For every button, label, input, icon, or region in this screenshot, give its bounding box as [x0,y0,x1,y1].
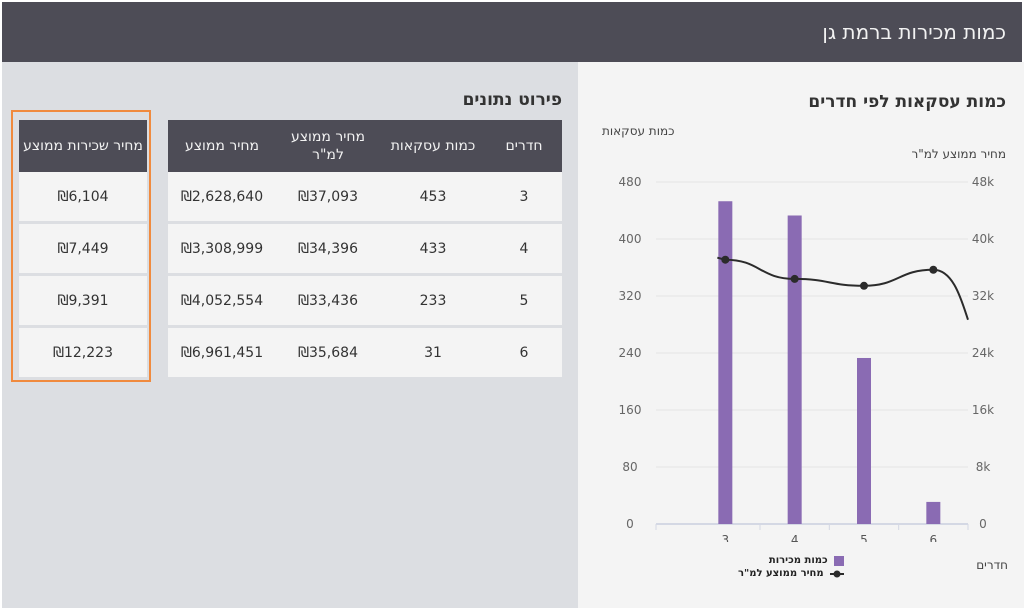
y-tick-label: 0 [626,517,634,531]
y-tick-label: 400 [619,232,642,246]
cell-avg-price: ₪3,308,999 [168,224,276,276]
data-table: חדרים כמות עסקאות מחיר ממוצע למ"ר מחיר מ… [168,120,562,380]
bar [926,501,941,524]
y2-tick-label: 16k [972,403,994,417]
chart-svg: 0 0 80 8k 160 16k 240 24k 320 32k 400 40k 480 48k 3 4 5 6 [619,175,995,542]
chart-legend: כמות מכירות מחיר ממוצע למ"ר [738,554,844,580]
line-point [790,274,799,283]
y-tick-label: 240 [619,346,642,360]
column-header-avg-rent: מחיר שכירות ממוצע [19,120,147,172]
y2-axis-title: מחיר ממוצע למ"ר [911,147,1006,161]
chart-panel: כמות עסקאות לפי חדרים כמות עסקאות מחיר מ… [578,62,1024,608]
y2-tick-label: 48k [972,175,994,189]
line-point [721,255,730,264]
bar [787,215,802,525]
cell-price-per-sqm: ₪33,436 [276,276,380,328]
y2-tick-label: 40k [972,232,994,246]
cell-price-per-sqm: ₪34,396 [276,224,380,276]
rent-column-highlight: מחיר שכירות ממוצע ₪6,104 ₪7,449 ₪9,391 ₪12,… [11,110,151,382]
column-header-rooms: חדרים [486,120,562,172]
page-title: כמות מכירות ברמת גן [822,20,1006,44]
column-header-deals: כמות עסקאות [380,120,486,172]
table-section-title: פירוט נתונים [462,90,562,110]
cell-avg-price: ₪6,961,451 [168,328,276,380]
legend-label-line: מחיר ממוצע למ"ר [738,568,824,579]
rent-column: מחיר שכירות ממוצע ₪6,104 ₪7,449 ₪9,391 ₪12,… [19,120,147,380]
y-tick-label: 480 [619,175,642,189]
y2-tick-label: 24k [972,346,994,360]
cell-avg-rent: ₪7,449 [19,224,147,276]
line-series [717,256,969,321]
data-details-panel: פירוט נתונים חדרים כמות עסקאות מחיר ממוצ… [2,62,578,608]
y2-tick-label: 0 [979,517,987,531]
bar [718,201,733,525]
cell-deals: 233 [380,276,486,328]
line-point [929,265,938,274]
cell-price-per-sqm: ₪37,093 [276,172,380,224]
legend-label-bars: כמות מכירות [768,555,828,566]
legend-bar-swatch-icon [833,555,844,566]
x-tick-label: 6 [930,533,938,542]
cell-avg-price: ₪2,628,640 [168,172,276,224]
y-tick-label: 80 [622,460,637,474]
cell-avg-rent: ₪9,391 [19,276,147,328]
cell-avg-rent: ₪12,223 [19,328,147,380]
legend-item-bars[interactable]: כמות מכירות [738,554,844,567]
x-tick-label: 5 [860,533,868,542]
y-axis-title: כמות עסקאות [602,124,675,138]
cell-rooms: 4 [486,224,562,276]
page-header: כמות מכירות ברמת גן [2,2,1022,62]
y-tick-label: 320 [619,289,642,303]
legend-item-line[interactable]: מחיר ממוצע למ"ר [738,567,844,580]
line-point [860,281,868,290]
cell-rooms: 6 [486,328,562,380]
bar [857,357,871,524]
cell-deals: 31 [380,328,486,380]
column-header-avg-price: מחיר ממוצע [168,120,276,172]
cell-rooms: 5 [486,276,562,328]
y2-tick-label: 8k [976,460,991,474]
cell-avg-rent: ₪6,104 [19,172,147,224]
column-header-price-per-sqm: מחיר ממוצע למ"ר [276,120,380,172]
x-tick-label: 3 [722,533,730,542]
cell-avg-price: ₪4,052,554 [168,276,276,328]
y-tick-label: 160 [619,403,642,417]
x-tick-label: 4 [791,533,799,542]
cell-rooms: 3 [486,172,562,224]
cell-deals: 453 [380,172,486,224]
x-axis-title: חדרים [976,558,1008,572]
cell-deals: 433 [380,224,486,276]
cell-price-per-sqm: ₪35,684 [276,328,380,380]
y2-tick-label: 32k [972,289,994,303]
legend-line-marker-icon [829,570,844,577]
chart-title: כמות עסקאות לפי חדרים [808,92,1006,112]
